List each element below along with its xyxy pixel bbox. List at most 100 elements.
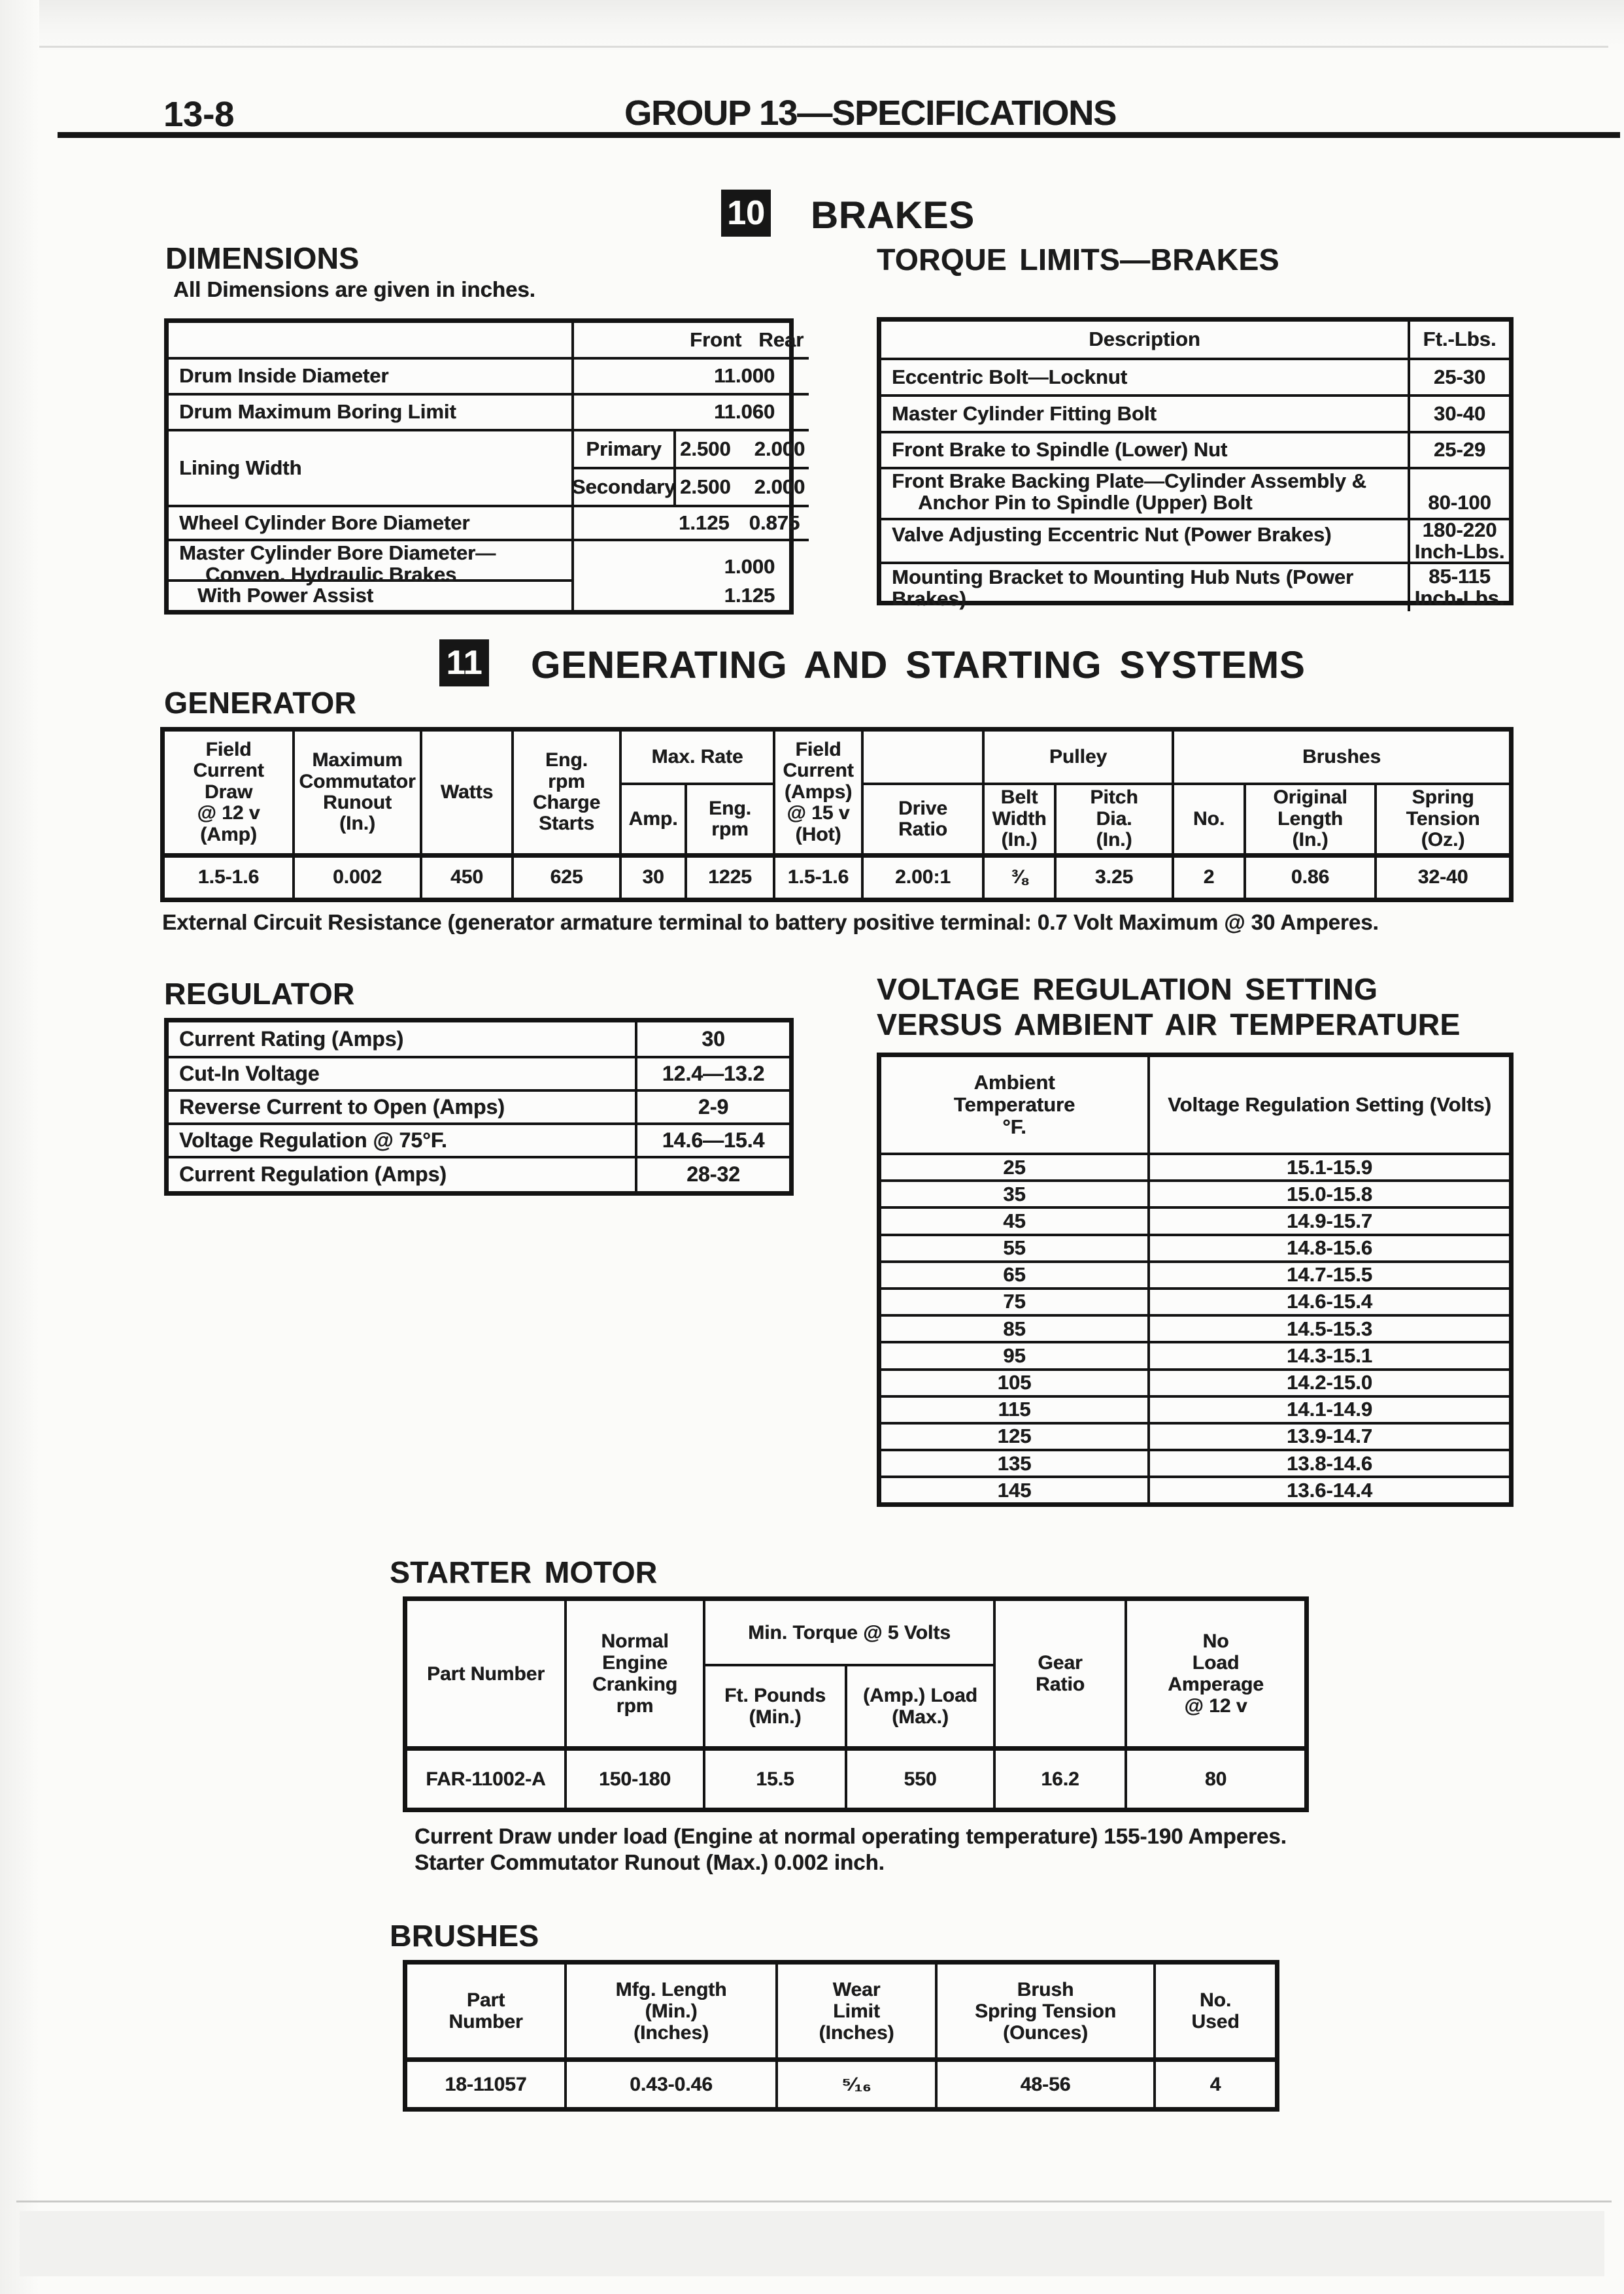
- setting-value: 14.3-15.1: [1147, 1341, 1509, 1368]
- torque-desc-line1: Front Brake Backing Plate—Cylinder Assem…: [892, 469, 1366, 492]
- row-label: With Power Assist: [197, 584, 374, 607]
- page-number: 13-8: [163, 95, 235, 134]
- regulator-table: Current Rating (Amps) 30 Cut-In Voltage …: [164, 1018, 794, 1196]
- torque-desc: Front Brake to Spindle (Lower) Nut: [881, 431, 1408, 467]
- cell-value: 11.060: [571, 393, 809, 429]
- col-header: No.: [1172, 783, 1243, 853]
- cell-value: 2.00:1: [861, 853, 982, 898]
- cell-value: 4: [1153, 2057, 1275, 2107]
- header-rule: [58, 132, 1620, 138]
- cell-value: 3.25: [1054, 853, 1172, 898]
- col-header: Belt Width (In.): [982, 783, 1054, 853]
- temp-value: 25: [881, 1153, 1147, 1179]
- voltreg-heading-line2: VERSUS AMBIENT AIR TEMPERATURE: [877, 1007, 1461, 1041]
- cell-value: 80: [1125, 1746, 1304, 1808]
- torque-desc: Front Brake Backing Plate—Cylinder Assem…: [881, 467, 1408, 518]
- scan-edge-left: [0, 0, 39, 2294]
- cell-value: 28-32: [635, 1156, 789, 1191]
- starter-heading: STARTER MOTOR: [390, 1555, 658, 1589]
- col-header: Eng. rpm: [685, 783, 773, 853]
- col-header: No Load Amperage @ 12 v: [1125, 1601, 1304, 1746]
- cell-value: 15.5: [703, 1746, 845, 1808]
- dimensions-table: Front Rear Drum Inside Diameter 11.000 D…: [164, 318, 809, 615]
- rear-value: 0.875: [749, 511, 800, 534]
- temp-value: 65: [881, 1260, 1147, 1287]
- cell-value: 150-180: [564, 1746, 703, 1808]
- cell-value: 450: [420, 853, 511, 898]
- cell-value: 1.000: [571, 539, 809, 582]
- setting-value: 14.9-15.7: [1147, 1206, 1509, 1234]
- starter-note-1: Current Draw under load (Engine at norma…: [414, 1824, 1287, 1848]
- torque-value: 30-40: [1408, 394, 1509, 431]
- row-label: Drum Inside Diameter: [169, 357, 571, 393]
- cell-value: 1225: [685, 853, 773, 898]
- col-header: Voltage Regulation Setting (Volts): [1147, 1057, 1509, 1153]
- torque-desc: Valve Adjusting Eccentric Nut (Power Bra…: [881, 518, 1408, 562]
- scan-edge-top: [0, 0, 1624, 52]
- setting-value: 14.1-14.9: [1147, 1394, 1509, 1422]
- empty-group-cell: [861, 732, 982, 783]
- starter-table: Part Number Normal Engine Cranking rpm M…: [403, 1596, 1309, 1812]
- cell-value: 550: [845, 1746, 993, 1808]
- voltreg-heading-line1: VOLTAGE REGULATION SETTING: [877, 972, 1378, 1006]
- torque-table: Description Ft.-Lbs. Eccentric Bolt—Lock…: [877, 317, 1514, 611]
- rear-value: 2.000: [754, 437, 805, 460]
- section-10-badge: 10: [721, 190, 771, 237]
- col-header: Normal Engine Cranking rpm: [564, 1601, 703, 1746]
- col-header: Amp.: [619, 783, 685, 853]
- temp-value: 55: [881, 1233, 1147, 1260]
- cell-value-pair: 2.500 2.000: [673, 429, 809, 467]
- cell-value: 32-40: [1374, 853, 1509, 898]
- torque-value: 25-30: [1408, 358, 1509, 394]
- scan-page-edge-band: [20, 2211, 1604, 2276]
- cell-value-pair: 1.125 0.875: [571, 505, 809, 539]
- setting-value: 14.7-15.5: [1147, 1260, 1509, 1287]
- section-11-title: GENERATING AND STARTING SYSTEMS: [531, 644, 1306, 686]
- page-title: GROUP 13—SPECIFICATIONS: [624, 93, 1117, 133]
- row-label: Wheel Cylinder Bore Diameter: [169, 505, 571, 539]
- front-value: 2.500: [680, 475, 731, 498]
- front-rear-header: Front Rear: [571, 323, 809, 357]
- torque-heading: TORQUE LIMITS—BRAKES: [877, 243, 1279, 277]
- temp-value: 125: [881, 1421, 1147, 1449]
- temp-value: 145: [881, 1476, 1147, 1502]
- row-label: Cut-In Voltage: [169, 1056, 635, 1089]
- col-header: Field Current Draw @ 12 v (Amp): [193, 739, 264, 845]
- torque-desc: Mounting Bracket to Mounting Hub Nuts (P…: [881, 562, 1408, 611]
- row-label: Current Regulation (Amps): [169, 1156, 635, 1191]
- cell-value: 11.000: [571, 357, 809, 393]
- cell-value: 18-11057: [407, 2057, 564, 2107]
- cell-value: FAR-11002-A: [407, 1746, 564, 1808]
- row-label: Current Rating (Amps): [179, 1026, 404, 1051]
- cell-value: 0.86: [1243, 853, 1374, 898]
- cell-value: 12.4—13.2: [635, 1056, 789, 1089]
- cell-value: 1.125: [571, 582, 809, 610]
- scan-page-edge-line: [16, 2201, 1612, 2202]
- temp-value: 135: [881, 1449, 1147, 1476]
- group-header-max-rate: Max. Rate: [619, 732, 773, 783]
- conven-label: Conven. Hydraulic Brakes: [205, 562, 457, 586]
- temp-value: 115: [881, 1394, 1147, 1422]
- cell-value: 1.5-1.6: [165, 853, 292, 898]
- setting-value: 14.2-15.0: [1147, 1368, 1509, 1395]
- cell-value: ⁵⁄₁₆: [775, 2057, 935, 2107]
- col-header-front: Front: [690, 328, 742, 351]
- temp-value: 85: [881, 1314, 1147, 1341]
- setting-value: 13.8-14.6: [1147, 1449, 1509, 1476]
- cell-value: 30: [635, 1022, 789, 1056]
- cell-value: 14.6—15.4: [635, 1122, 789, 1156]
- row-label: Reverse Current to Open (Amps): [169, 1089, 635, 1122]
- cell-value-pair: 2.500 2.000: [673, 467, 809, 505]
- starter-note-2: Starter Commutator Runout (Max.) 0.002 i…: [414, 1850, 885, 1874]
- dimensions-note: All Dimensions are given in inches.: [173, 277, 535, 301]
- col-header: Spring Tension (Oz.): [1374, 783, 1509, 853]
- col-header: Watts: [420, 732, 511, 853]
- col-header-rear: Rear: [758, 328, 804, 351]
- regulator-heading: REGULATOR: [164, 977, 355, 1011]
- sub-row-label: Primary: [571, 429, 673, 467]
- col-header: Field Current (Amps) @ 15 v (Hot): [773, 732, 861, 853]
- torque-value: 85-115 Inch-Lbs.: [1408, 562, 1509, 611]
- col-header: Wear Limit (Inches): [775, 1965, 935, 2057]
- col-header: No. Used: [1153, 1965, 1275, 2057]
